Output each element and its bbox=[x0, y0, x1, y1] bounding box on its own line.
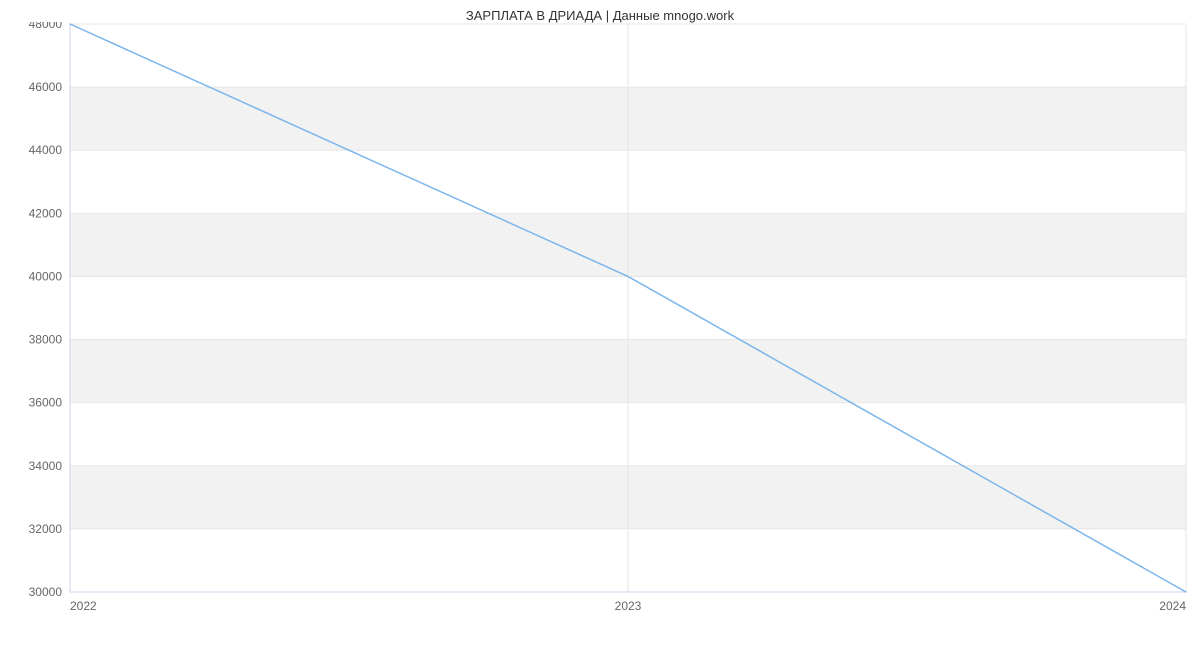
y-tick-label: 44000 bbox=[29, 143, 63, 157]
chart-svg: 30000 32000 34000 36000 38000 40000 42000 44000… bbox=[0, 22, 1200, 642]
y-tick-label: 46000 bbox=[29, 80, 63, 94]
chart-container: 30000 32000 34000 36000 38000 40000 42000 44000… bbox=[0, 22, 1200, 642]
x-tick-label: 2024 bbox=[1159, 599, 1186, 613]
x-tick-label: 2022 bbox=[70, 599, 97, 613]
y-tick-label: 32000 bbox=[29, 522, 63, 536]
chart-title: ЗАРПЛАТА В ДРИАДА | Данные mnogo.work bbox=[0, 8, 1200, 23]
y-tick-label: 30000 bbox=[29, 585, 63, 599]
y-tick-label: 34000 bbox=[29, 459, 63, 473]
y-tick-label: 42000 bbox=[29, 206, 63, 220]
y-tick-label: 48000 bbox=[29, 22, 63, 31]
y-tick-label: 36000 bbox=[29, 396, 63, 410]
x-tick-label: 2023 bbox=[615, 599, 642, 613]
y-tick-label: 38000 bbox=[29, 333, 63, 347]
y-tick-label: 40000 bbox=[29, 269, 63, 283]
